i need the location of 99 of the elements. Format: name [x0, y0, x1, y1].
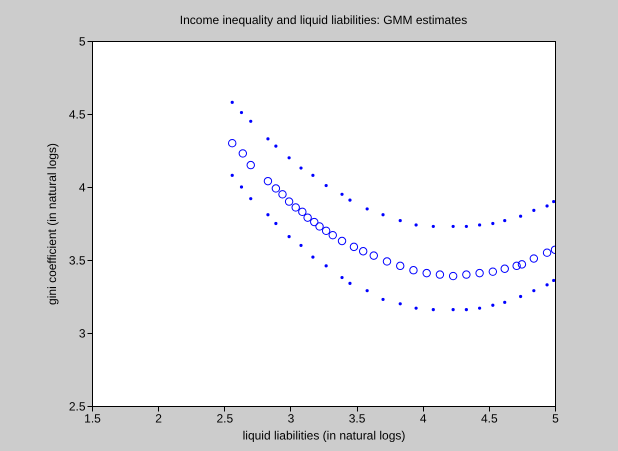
point — [398, 302, 402, 306]
point — [414, 223, 418, 227]
point — [324, 184, 328, 188]
point — [519, 294, 522, 298]
y-tick-label: 4.5 — [68, 108, 86, 122]
point — [310, 218, 318, 226]
point — [284, 197, 294, 206]
point — [348, 282, 352, 285]
point — [299, 244, 303, 247]
point — [298, 208, 307, 216]
point — [436, 270, 444, 279]
point — [274, 144, 278, 148]
point — [491, 304, 494, 307]
point — [382, 257, 392, 266]
point — [348, 198, 352, 202]
point — [266, 137, 270, 140]
point — [292, 203, 300, 212]
point — [315, 222, 324, 231]
y-axis-title: gini coefficient (in natural logs) — [44, 143, 59, 305]
point — [240, 185, 244, 189]
point — [530, 254, 538, 263]
y-tick-label: 3.5 — [68, 254, 86, 268]
point — [249, 197, 252, 200]
point — [311, 256, 314, 259]
point — [366, 289, 369, 292]
point — [478, 223, 482, 227]
point — [545, 204, 549, 208]
point — [432, 308, 435, 312]
point — [452, 224, 455, 228]
point — [278, 190, 287, 198]
point — [532, 289, 536, 292]
point — [532, 208, 536, 212]
point — [381, 298, 385, 301]
point — [311, 174, 314, 177]
point — [303, 213, 312, 222]
point — [491, 222, 494, 226]
point — [552, 200, 555, 204]
point — [396, 262, 404, 270]
x-axis-title: liquid liabilities (in natural logs) — [242, 428, 406, 442]
x-tick-label: 2 — [155, 412, 162, 426]
point — [238, 149, 248, 158]
point — [338, 236, 346, 246]
point — [264, 176, 272, 186]
point — [274, 222, 278, 226]
point — [230, 100, 234, 104]
point — [503, 219, 506, 222]
point — [503, 300, 506, 304]
x-tick-label: 3 — [288, 412, 295, 426]
point — [240, 110, 244, 114]
x-tick-label: 3.5 — [348, 412, 366, 426]
point — [512, 262, 521, 270]
y-tick-label: 2.5 — [68, 400, 86, 414]
chart-title: Income inequality and liquid liabilities: GMM estimates — [180, 13, 468, 27]
point — [246, 160, 255, 170]
point — [478, 306, 482, 310]
point — [409, 266, 418, 274]
point — [422, 268, 431, 278]
x-tick-label: 4 — [420, 412, 427, 426]
point — [475, 268, 484, 278]
point — [448, 272, 458, 280]
point — [366, 207, 369, 210]
x-tick-label: 2.5 — [216, 412, 234, 426]
point — [340, 276, 344, 280]
point — [462, 270, 471, 279]
point — [432, 224, 435, 228]
point — [552, 278, 555, 282]
point — [228, 139, 236, 148]
point — [464, 308, 468, 312]
point — [464, 224, 468, 228]
point — [500, 264, 509, 273]
point — [322, 226, 330, 235]
point — [230, 174, 234, 177]
point — [545, 283, 549, 286]
point — [488, 267, 498, 276]
point — [350, 242, 358, 252]
point — [452, 308, 455, 312]
x-tick-label: 4.5 — [481, 412, 498, 426]
y-tick-label: 5 — [78, 34, 86, 48]
y-tick-label: 4 — [78, 180, 86, 194]
point — [328, 230, 337, 240]
point — [266, 213, 270, 216]
point — [542, 248, 552, 257]
point — [249, 120, 252, 123]
x-tick-label: 1.5 — [84, 412, 102, 426]
point — [340, 192, 344, 196]
point — [272, 184, 280, 193]
y-tick-label: 3 — [78, 326, 86, 340]
point — [358, 247, 368, 256]
point — [414, 306, 418, 310]
point — [288, 235, 291, 238]
point — [299, 166, 303, 170]
x-tick-label: 5 — [552, 412, 560, 426]
point — [370, 251, 378, 260]
point — [288, 156, 291, 160]
point — [398, 219, 402, 222]
point — [519, 214, 522, 218]
point — [324, 264, 328, 268]
point — [518, 260, 526, 269]
point — [381, 213, 385, 216]
